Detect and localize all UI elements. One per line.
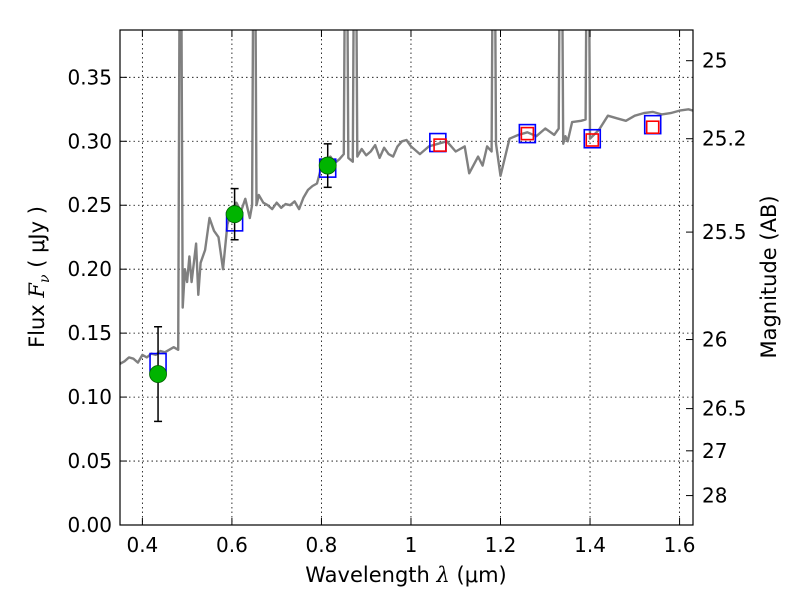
y-tick-label: 0.35 [67,65,112,89]
y-tick-label: 0.05 [67,449,112,473]
grid-lines [120,30,693,526]
magnitude-axis-ticks: 25 25.2 25.5 26 26.5 27 28 [686,49,747,508]
mag-tick-label: 27 [702,439,727,463]
y-tick-label: 0.20 [67,257,112,281]
y-tick-label: 0.15 [67,321,112,345]
x-axis-ticks: 0.4 0.6 0.8 1 1.2 1.4 1.6 [126,30,695,557]
x-tick-label: 1 [405,533,418,557]
photometry-markers [149,114,662,423]
x-tick-label: 0.4 [126,533,158,557]
y-axis-ticks: 0.00 0.05 0.10 0.15 0.20 0.25 0.30 0.35 [67,65,127,537]
y-tick-label: 0.30 [67,129,112,153]
mag-tick-label: 26 [702,328,727,352]
y-axis-label: Flux Fν ( μJy ) [25,206,53,348]
x-tick-label: 1.4 [574,533,606,557]
mag-tick-label: 25.5 [702,220,747,244]
y-tick-label: 0.00 [67,513,112,537]
x-tick-label: 1.2 [485,533,517,557]
magnitude-axis-label: Magnitude (AB) [757,195,781,358]
model-photometry-square [583,128,602,149]
x-tick-label: 1.6 [664,533,696,557]
predicted-photometry-square [520,126,535,141]
sed-model-line [120,30,693,365]
observed-photometry-point [149,365,167,383]
predicted-photometry-square [433,138,447,152]
x-tick-label: 0.8 [306,533,338,557]
x-tick-label: 0.6 [216,533,248,557]
mag-tick-label: 28 [702,484,727,508]
mag-tick-label: 25.2 [702,127,747,151]
plot-frame [119,29,694,526]
x-axis-label: Wavelength λ (μm) [305,563,506,587]
y-tick-label: 0.10 [67,385,112,409]
predicted-photometry-square [645,120,660,135]
model-photometry-square [518,123,537,144]
mag-tick-label: 26.5 [702,397,747,421]
observed-photometry-point [318,156,337,175]
observed-photometry-point [225,205,244,224]
y-tick-label: 0.25 [67,193,112,217]
mag-tick-label: 25 [702,49,727,73]
predicted-photometry-square [585,133,600,147]
